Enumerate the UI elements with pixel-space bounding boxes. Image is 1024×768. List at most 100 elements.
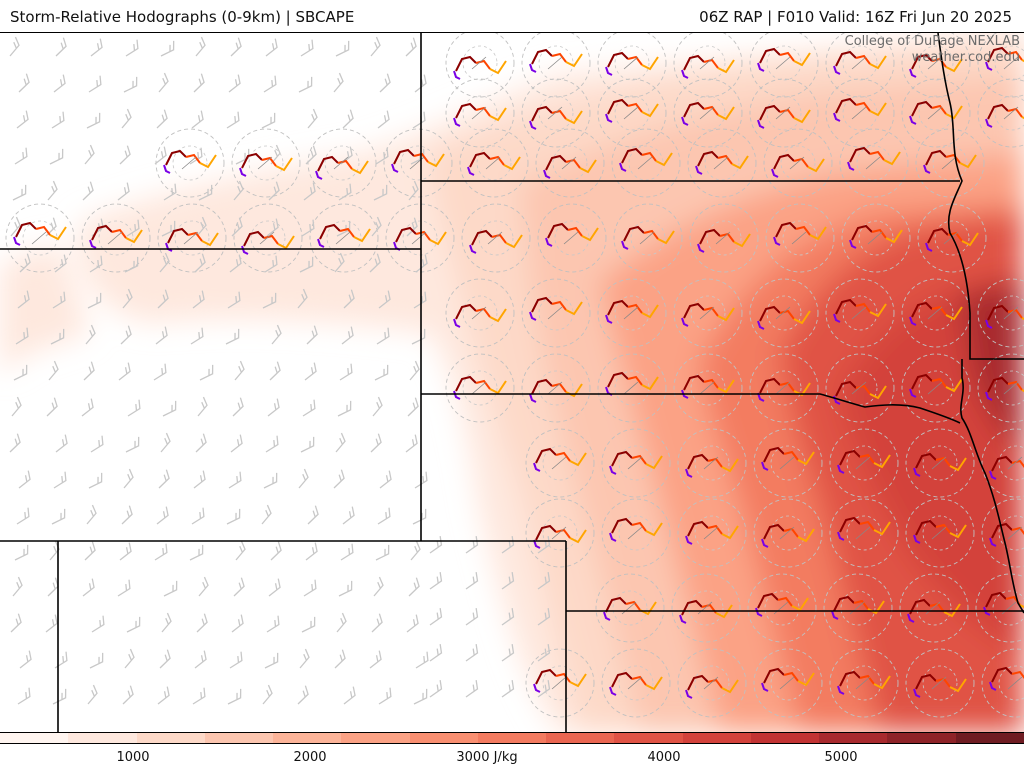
sbcape-shading — [0, 33, 1024, 733]
wind-barb — [158, 469, 170, 489]
hodograph — [533, 668, 587, 693]
wind-barb — [11, 396, 22, 417]
wind-barb — [415, 254, 428, 273]
hodograph-ring — [595, 573, 665, 643]
storm-motion-arrow — [621, 601, 637, 615]
storm-motion-arrow — [779, 456, 795, 470]
hodograph-ring — [690, 95, 726, 131]
hodograph — [833, 50, 887, 75]
storm-motion-arrow — [1003, 56, 1019, 70]
wind-barb — [46, 397, 58, 417]
colorbar-swatch — [68, 733, 137, 743]
hodograph-ring — [690, 45, 726, 81]
storm-motion-arrow — [699, 56, 715, 70]
hodograph-ring — [612, 590, 648, 626]
map-panel[interactable] — [0, 32, 1024, 733]
storm-motion-arrow — [941, 156, 957, 170]
hodograph-ring — [383, 128, 453, 198]
wind-barb — [263, 75, 277, 93]
wind-barb — [301, 219, 315, 237]
wind-barb — [190, 327, 204, 345]
storm-motion-arrow — [257, 156, 273, 170]
hodograph-ring — [525, 498, 595, 568]
wind-barb — [299, 256, 314, 273]
hodograph-ring — [690, 370, 726, 406]
storm-motion-arrow — [865, 156, 881, 170]
map-canvas[interactable] — [0, 33, 1024, 733]
hodograph-ring — [248, 145, 284, 181]
hodograph-ring — [552, 145, 588, 181]
hodograph-ring — [250, 220, 286, 256]
wind-barb — [265, 38, 278, 57]
hodograph-ring — [905, 648, 975, 718]
wind-barb — [537, 608, 551, 626]
wind-barb — [338, 580, 353, 597]
storm-motion-arrow — [623, 56, 639, 70]
hodograph — [755, 592, 809, 617]
model-run-valid-time: 06Z RAP | F010 Valid: 16Z Fri Jun 20 202… — [699, 8, 1012, 26]
hodograph — [989, 455, 1024, 480]
hodograph — [681, 302, 735, 327]
hodograph — [761, 523, 815, 548]
wind-barb — [154, 146, 167, 165]
wind-barb — [333, 469, 345, 489]
wind-barb — [269, 361, 281, 381]
wind-barb — [372, 396, 383, 417]
hodograph-ring — [673, 353, 743, 423]
credit-url[interactable]: weather.cod.edu — [911, 50, 1020, 65]
wind-barb — [226, 508, 241, 525]
hodograph-ring — [554, 220, 590, 256]
hodograph-ring — [400, 145, 436, 181]
wind-barb — [162, 400, 177, 417]
hodograph — [681, 374, 735, 399]
hodograph — [533, 447, 587, 472]
hodograph-ring — [677, 498, 747, 568]
storm-motion-arrow — [715, 231, 731, 245]
wind-barb — [156, 109, 168, 129]
hodograph-ring — [601, 428, 671, 498]
wind-barb — [159, 649, 171, 669]
wind-barb — [429, 608, 443, 626]
hodograph-ring — [780, 145, 816, 181]
colorbar-tick-label: 1000 — [116, 750, 150, 765]
hodograph — [837, 670, 891, 695]
wind-barb — [196, 613, 208, 633]
wind-barb — [12, 184, 27, 201]
wind-barb — [50, 328, 65, 345]
wind-barb — [342, 506, 355, 525]
wind-barb — [126, 219, 140, 237]
wind-barb — [123, 468, 134, 489]
wind-barb — [271, 324, 282, 345]
hodograph — [453, 55, 507, 80]
wind-barb — [537, 572, 551, 590]
wind-barb — [198, 184, 213, 201]
wind-barb — [414, 74, 427, 93]
wind-barb — [335, 40, 350, 57]
hodograph-ring — [478, 220, 514, 256]
hodograph-ring — [846, 445, 882, 481]
hodograph-ring — [749, 353, 819, 423]
wind-barb — [379, 73, 391, 93]
hodograph-ring — [825, 78, 895, 148]
wind-barb — [268, 578, 281, 597]
hodograph — [757, 104, 811, 129]
wind-barb — [228, 74, 241, 93]
hodograph-ring — [922, 445, 958, 481]
hodograph — [605, 371, 659, 396]
storm-motion-arrow — [1007, 456, 1023, 470]
hodograph — [241, 230, 295, 255]
wind-barb — [406, 217, 418, 237]
wind-barb — [465, 608, 479, 626]
storm-motion-arrow — [1003, 381, 1019, 395]
hodograph-ring — [992, 590, 1024, 626]
hodograph-ring — [917, 203, 987, 273]
wind-barb — [9, 36, 20, 57]
wind-barb — [126, 616, 141, 633]
wind-barb — [339, 363, 353, 381]
wind-barb — [189, 147, 203, 165]
wind-barb — [377, 110, 390, 129]
header: Storm-Relative Hodographs (0-9km) | SBCA… — [0, 0, 1024, 32]
wind-barb — [87, 684, 98, 705]
wind-barb — [264, 652, 279, 669]
hodograph-ring — [753, 428, 823, 498]
